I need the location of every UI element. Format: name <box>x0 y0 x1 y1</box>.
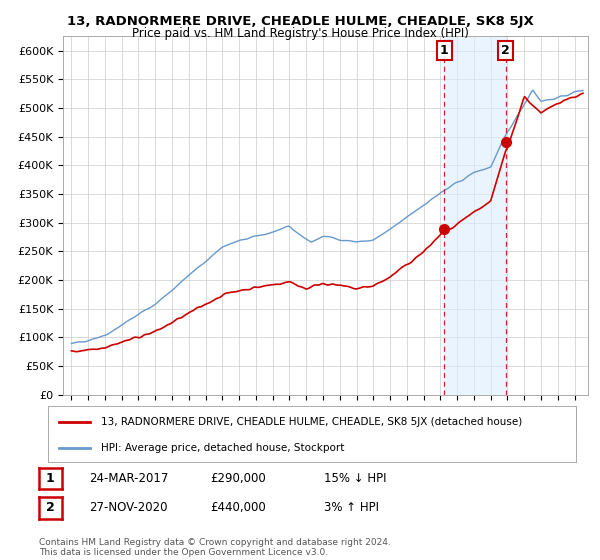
Text: 24-MAR-2017: 24-MAR-2017 <box>89 472 168 486</box>
Text: 1: 1 <box>440 44 448 57</box>
Text: 2: 2 <box>502 44 510 57</box>
Text: HPI: Average price, detached house, Stockport: HPI: Average price, detached house, Stoc… <box>101 443 344 453</box>
Text: Price paid vs. HM Land Registry's House Price Index (HPI): Price paid vs. HM Land Registry's House … <box>131 27 469 40</box>
Text: £440,000: £440,000 <box>210 501 266 515</box>
Text: £290,000: £290,000 <box>210 472 266 486</box>
Text: 2: 2 <box>46 501 55 515</box>
Text: 15% ↓ HPI: 15% ↓ HPI <box>324 472 386 486</box>
Text: 1: 1 <box>46 472 55 486</box>
Text: 13, RADNORMERE DRIVE, CHEADLE HULME, CHEADLE, SK8 5JX (detached house): 13, RADNORMERE DRIVE, CHEADLE HULME, CHE… <box>101 417 522 427</box>
Text: 27-NOV-2020: 27-NOV-2020 <box>89 501 167 515</box>
Text: 3% ↑ HPI: 3% ↑ HPI <box>324 501 379 515</box>
Text: 13, RADNORMERE DRIVE, CHEADLE HULME, CHEADLE, SK8 5JX: 13, RADNORMERE DRIVE, CHEADLE HULME, CHE… <box>67 15 533 27</box>
Bar <box>444 36 506 395</box>
Text: Contains HM Land Registry data © Crown copyright and database right 2024.
This d: Contains HM Land Registry data © Crown c… <box>39 538 391 557</box>
